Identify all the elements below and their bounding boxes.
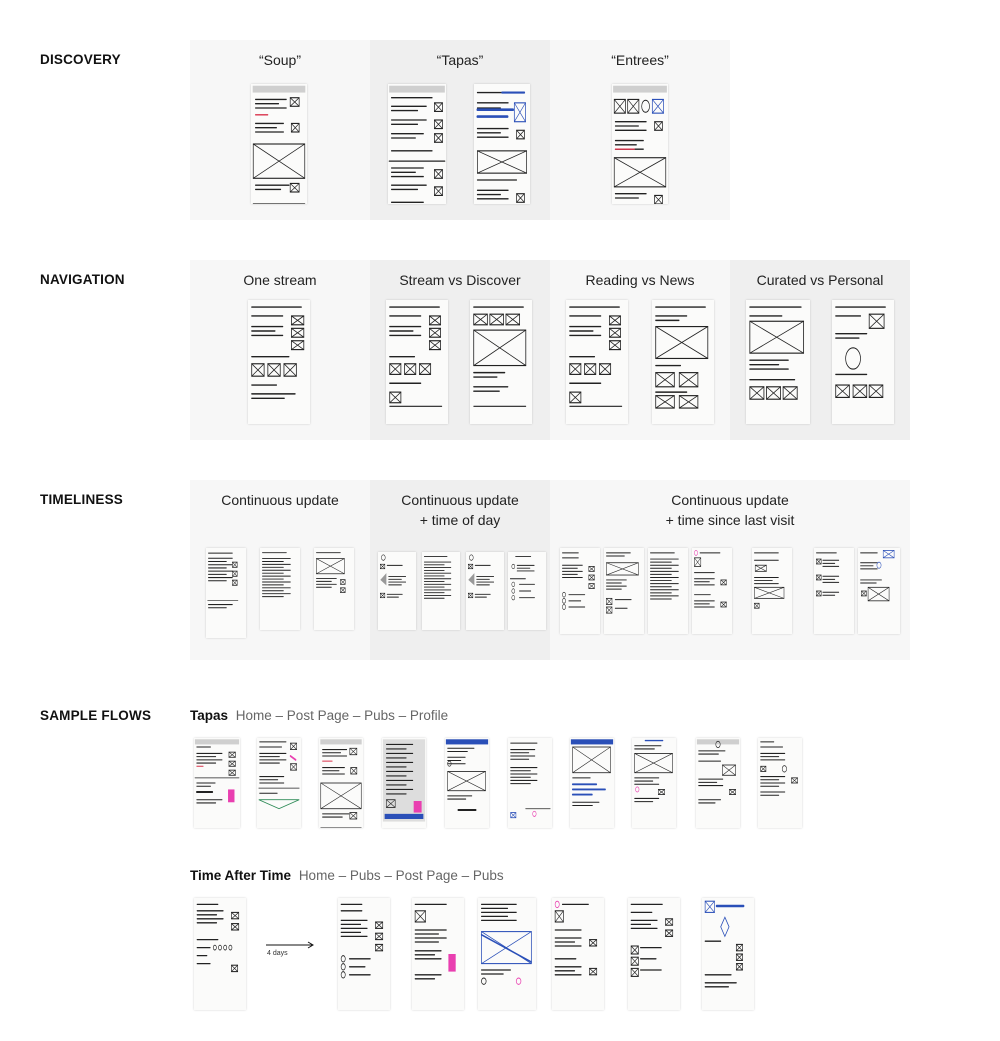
sketch-thumbnail xyxy=(692,548,732,634)
sketch-thumbnail xyxy=(251,84,307,204)
sketch-thumbnail xyxy=(746,300,810,424)
discovery-panel-soup: “Soup” xyxy=(190,40,370,220)
flow-title-tapas: Tapas Home – Post Page – Pubs – Profile xyxy=(190,708,448,723)
panel-title-line1: Continuous update xyxy=(671,492,789,508)
panel-title: One stream xyxy=(243,272,317,288)
panel-title-line1: Continuous update xyxy=(401,492,519,508)
sketch-thumbnail xyxy=(702,898,754,1010)
panel-title: Curated vs Personal xyxy=(756,272,884,288)
sketch-thumbnail xyxy=(257,738,301,828)
flow-title-time-after-time: Time After Time Home – Pubs – Post Page … xyxy=(190,868,504,883)
flow-path: Home – Post Page – Pubs – Profile xyxy=(235,708,449,723)
sketch-thumbnail xyxy=(696,738,740,828)
flow-name: Tapas xyxy=(190,708,229,723)
sketch-thumbnail xyxy=(445,738,489,828)
panel-title: Continuous update + time of day xyxy=(370,490,550,530)
sketch-thumbnail xyxy=(386,300,448,424)
sketch-thumbnail xyxy=(648,548,688,634)
section-label-timeliness: TIMELINESS xyxy=(40,492,124,507)
panel-title: “Entrees” xyxy=(611,52,669,68)
panel-title-line2: + time since last visit xyxy=(665,512,795,528)
sketch-thumbnail xyxy=(382,738,426,828)
sketch-thumbnail xyxy=(508,738,552,828)
navigation-panel-stream-vs-discover: Stream vs Discover xyxy=(370,260,550,440)
sketch-thumbnail xyxy=(632,738,676,828)
sketch-thumbnail xyxy=(470,300,532,424)
section-label-discovery: DISCOVERY xyxy=(40,52,121,67)
sketch-thumbnail xyxy=(858,548,900,634)
sketch-thumbnail xyxy=(752,548,792,634)
flow-name: Time After Time xyxy=(190,868,292,883)
sketch-thumbnail xyxy=(814,548,854,634)
discovery-panel-entrees: “Entrees” xyxy=(550,40,730,220)
sketch-thumbnail xyxy=(604,548,644,634)
flow-path: Home – Pubs – Post Page – Pubs xyxy=(298,868,504,883)
section-label-sample-flows: SAMPLE FLOWS xyxy=(40,708,152,723)
navigation-panel-reading-vs-news: Reading vs News xyxy=(550,260,730,440)
sketch-thumbnail xyxy=(832,300,894,424)
discovery-panel-tapas: “Tapas” xyxy=(370,40,550,220)
arrow-icon xyxy=(266,938,316,950)
panel-title-line2: + time of day xyxy=(419,512,501,528)
sketch-thumbnail xyxy=(628,898,680,1010)
sketch-thumbnail xyxy=(566,300,628,424)
sketch-thumbnail xyxy=(758,738,802,828)
sketch-thumbnail xyxy=(478,898,536,1010)
sketch-thumbnail xyxy=(194,898,246,1010)
panel-title: “Soup” xyxy=(258,52,302,68)
panel-title: Stream vs Discover xyxy=(399,272,521,288)
sketch-thumbnail xyxy=(474,84,530,204)
sketch-thumbnail xyxy=(314,548,354,630)
sketch-thumbnail xyxy=(508,552,546,630)
sketch-thumbnail xyxy=(570,738,614,828)
sketch-thumbnail xyxy=(612,84,668,204)
timeliness-panel-time-of-day: Continuous update + time of day xyxy=(370,480,550,660)
timeliness-panel-continuous: Continuous update xyxy=(190,480,370,660)
panel-title: Continuous update xyxy=(221,492,339,508)
sketch-thumbnail xyxy=(466,552,504,630)
sketch-thumbnail xyxy=(412,898,464,1010)
sketch-thumbnail xyxy=(552,898,604,1010)
navigation-panel-curated-vs-personal: Curated vs Personal xyxy=(730,260,910,440)
sketch-thumbnail xyxy=(388,84,446,204)
sketch-thumbnail xyxy=(206,548,246,638)
panel-title: Reading vs News xyxy=(585,272,695,288)
sketch-thumbnail xyxy=(652,300,714,424)
timeliness-panel-since-last-visit: Continuous update + time since last visi… xyxy=(550,480,910,660)
panel-title: Continuous update + time since last visi… xyxy=(550,490,910,530)
sketch-thumbnail xyxy=(194,738,240,828)
panel-title: “Tapas” xyxy=(436,52,484,68)
navigation-panel-one-stream: One stream xyxy=(190,260,370,440)
sketch-thumbnail xyxy=(560,548,600,634)
sketch-thumbnail xyxy=(248,300,310,424)
sketch-thumbnail xyxy=(338,898,390,1010)
sketch-thumbnail xyxy=(378,552,416,630)
sketch-thumbnail xyxy=(260,548,300,630)
section-label-navigation: NAVIGATION xyxy=(40,272,125,287)
sketch-thumbnail xyxy=(319,738,363,828)
time-gap-label: 4 days xyxy=(267,950,288,957)
sketch-thumbnail xyxy=(422,552,460,630)
